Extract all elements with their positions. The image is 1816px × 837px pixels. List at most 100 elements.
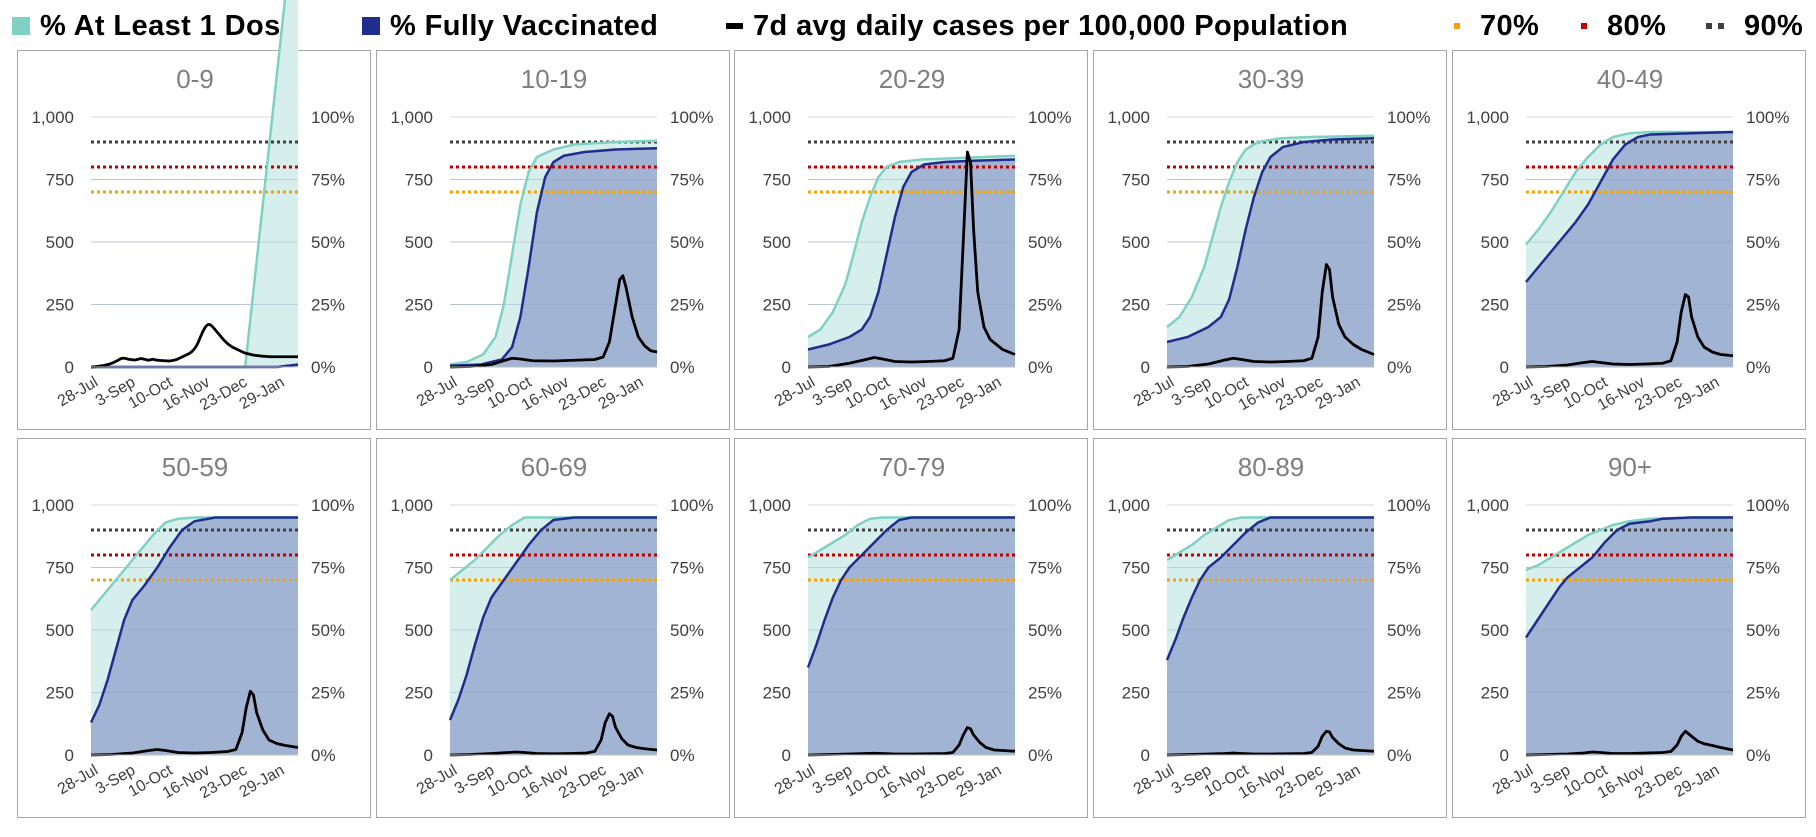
y-left-tick-label: 0 — [1500, 358, 1509, 377]
y-left-tick-label: 250 — [1122, 684, 1150, 703]
legend-item-70: 70% — [1454, 6, 1539, 46]
y-left-tick-label: 500 — [763, 621, 791, 640]
y-left-tick-label: 750 — [46, 559, 74, 578]
y-right-tick-label: 75% — [1746, 171, 1780, 190]
y-right-tick-label: 75% — [311, 171, 345, 190]
chart-title: 90+ — [1608, 452, 1652, 482]
series-dose1-line — [449, 139, 658, 366]
y-left-tick-label: 500 — [1122, 233, 1150, 252]
series-dose1-line — [1525, 130, 1733, 246]
y-right-tick-label: 0% — [670, 358, 695, 377]
y-left-tick-label: 1,000 — [31, 108, 74, 127]
y-right-tick-label: 50% — [1028, 621, 1062, 640]
x-tick-label: 28-Jul — [414, 762, 460, 799]
y-right-tick-label: 25% — [1746, 296, 1780, 315]
legend-label-full: % Fully Vaccinated — [390, 9, 659, 42]
series-dose1-line — [1166, 134, 1375, 328]
y-left-tick-label: 750 — [405, 171, 433, 190]
y-right-tick-label: 0% — [311, 746, 336, 765]
chart-svg: 60-69 0 250 500 750 1,000 0% 25% 50% 75% 100% 28-Ju… — [390, 452, 713, 802]
chart-panel-80-89: 80-89 0 250 500 750 1,000 0% 25% 50% 75% 100% 28-Ju… — [1093, 438, 1447, 818]
chart-svg: 0-902505007501,0000%25%50%75%100%28-Jul3… — [31, 0, 354, 414]
y-right-tick-label: 75% — [311, 559, 345, 578]
series-cases-line — [90, 323, 299, 369]
y-left-tick-label: 500 — [1122, 621, 1150, 640]
y-left-tick-label: 1,000 — [1466, 108, 1509, 127]
y-right-tick-label: 75% — [1387, 559, 1421, 578]
y-right-tick-label: 50% — [670, 621, 704, 640]
chart-svg: 10-19 0 250 500 750 1,000 0% 25% 50% 75% 100% 28-Ju… — [390, 64, 713, 414]
chart-title: 70-79 — [879, 452, 946, 482]
chart-svg: 50-59 0 250 500 750 1,000 0% 25% 50% 75% 100% 28-Ju… — [31, 452, 354, 802]
y-left-tick-label: 0 — [424, 746, 433, 765]
legend-swatch-90 — [1706, 23, 1730, 29]
x-tick-label: 28-Jul — [772, 762, 818, 799]
legend-label-80: 80% — [1607, 9, 1667, 42]
chart-svg: 90+02505007501,0000%25%50%75%100%28-Jul3… — [1466, 452, 1789, 802]
y-left-tick-label: 750 — [46, 171, 74, 190]
chart-legend: % At Least 1 Dose % Fully Vaccinated 7d … — [0, 0, 1816, 50]
y-left-tick-label: 750 — [405, 559, 433, 578]
chart-panel-40-49: 40-49 0 250 500 750 1,000 0% 25% 50% 75% 100% 28-Ju… — [1452, 50, 1806, 430]
y-left-tick-label: 1,000 — [1107, 108, 1150, 127]
y-right-tick-label: 50% — [1746, 233, 1780, 252]
y-left-tick-label: 750 — [1481, 171, 1509, 190]
y-right-tick-label: 25% — [1746, 684, 1780, 703]
y-left-tick-label: 250 — [1481, 684, 1509, 703]
y-left-tick-label: 1,000 — [390, 496, 433, 515]
chart-title: 60-69 — [521, 452, 588, 482]
series-full-line — [449, 147, 658, 367]
legend-label-cases: 7d avg daily cases per 100,000 Populatio… — [753, 9, 1349, 42]
y-right-tick-label: 100% — [1387, 496, 1430, 515]
y-left-tick-label: 1,000 — [1466, 496, 1509, 515]
legend-swatch-70 — [1454, 23, 1466, 29]
chart-panel-50-59: 50-59 0 250 500 750 1,000 0% 25% 50% 75% 100% 28-Ju… — [17, 438, 371, 818]
series-full-area — [1167, 517, 1374, 755]
y-right-tick-label: 75% — [670, 559, 704, 578]
y-right-tick-label: 50% — [1746, 621, 1780, 640]
y-left-tick-label: 1,000 — [748, 496, 791, 515]
series-full-line — [1525, 130, 1734, 283]
series-full-area — [1167, 138, 1374, 367]
y-right-tick-label: 50% — [311, 233, 345, 252]
y-right-tick-label: 25% — [1028, 296, 1062, 315]
series-full-line — [89, 516, 298, 724]
chart-panel-20-29: 20-29 0 250 500 750 1,000 0% 25% 50% 75% 100% 28-Ju… — [734, 50, 1088, 430]
y-right-tick-label: 0% — [311, 358, 336, 377]
series-cases-line — [1525, 293, 1734, 369]
y-left-tick-label: 500 — [46, 621, 74, 640]
series-dose1-line — [807, 154, 1016, 339]
x-tick-label: 28-Jul — [414, 374, 460, 411]
y-left-tick-label: 1,000 — [390, 108, 433, 127]
chart-title: 10-19 — [521, 64, 588, 94]
series-full-area — [808, 517, 1015, 755]
legend-label-90: 90% — [1744, 9, 1804, 42]
chart-svg: 70-79 0 250 500 750 1,000 0% 25% 50% 75% 100% 28-Ju… — [748, 452, 1071, 802]
y-right-tick-label: 75% — [1028, 171, 1062, 190]
chart-title: 20-29 — [879, 64, 946, 94]
series-cases-line — [1525, 729, 1734, 757]
legend-item-90: 90% — [1706, 6, 1803, 46]
y-right-tick-label: 0% — [1387, 746, 1412, 765]
chart-title: 80-89 — [1238, 452, 1305, 482]
y-left-tick-label: 250 — [46, 684, 74, 703]
y-right-tick-label: 50% — [1387, 621, 1421, 640]
y-right-tick-label: 100% — [670, 496, 713, 515]
y-right-tick-label: 100% — [670, 108, 713, 127]
legend-item-80: 80% — [1581, 6, 1666, 46]
y-right-tick-label: 25% — [311, 684, 345, 703]
y-left-tick-label: 500 — [1481, 621, 1509, 640]
series-full-line — [806, 516, 1015, 668]
y-right-tick-label: 50% — [1387, 233, 1421, 252]
x-tick-label: 28-Jul — [1131, 374, 1177, 411]
chart-panel-10-19: 10-19 0 250 500 750 1,000 0% 25% 50% 75% 100% 28-Ju… — [376, 50, 730, 430]
x-tick-label: 28-Jul — [55, 374, 101, 411]
y-left-tick-label: 1,000 — [31, 496, 74, 515]
y-right-tick-label: 0% — [1746, 746, 1771, 765]
x-tick-label: 28-Jul — [1490, 762, 1536, 799]
y-right-tick-label: 25% — [670, 296, 704, 315]
y-left-tick-label: 250 — [46, 296, 74, 315]
y-right-tick-label: 0% — [1746, 358, 1771, 377]
y-right-tick-label: 100% — [311, 496, 354, 515]
y-right-tick-label: 100% — [1746, 108, 1789, 127]
